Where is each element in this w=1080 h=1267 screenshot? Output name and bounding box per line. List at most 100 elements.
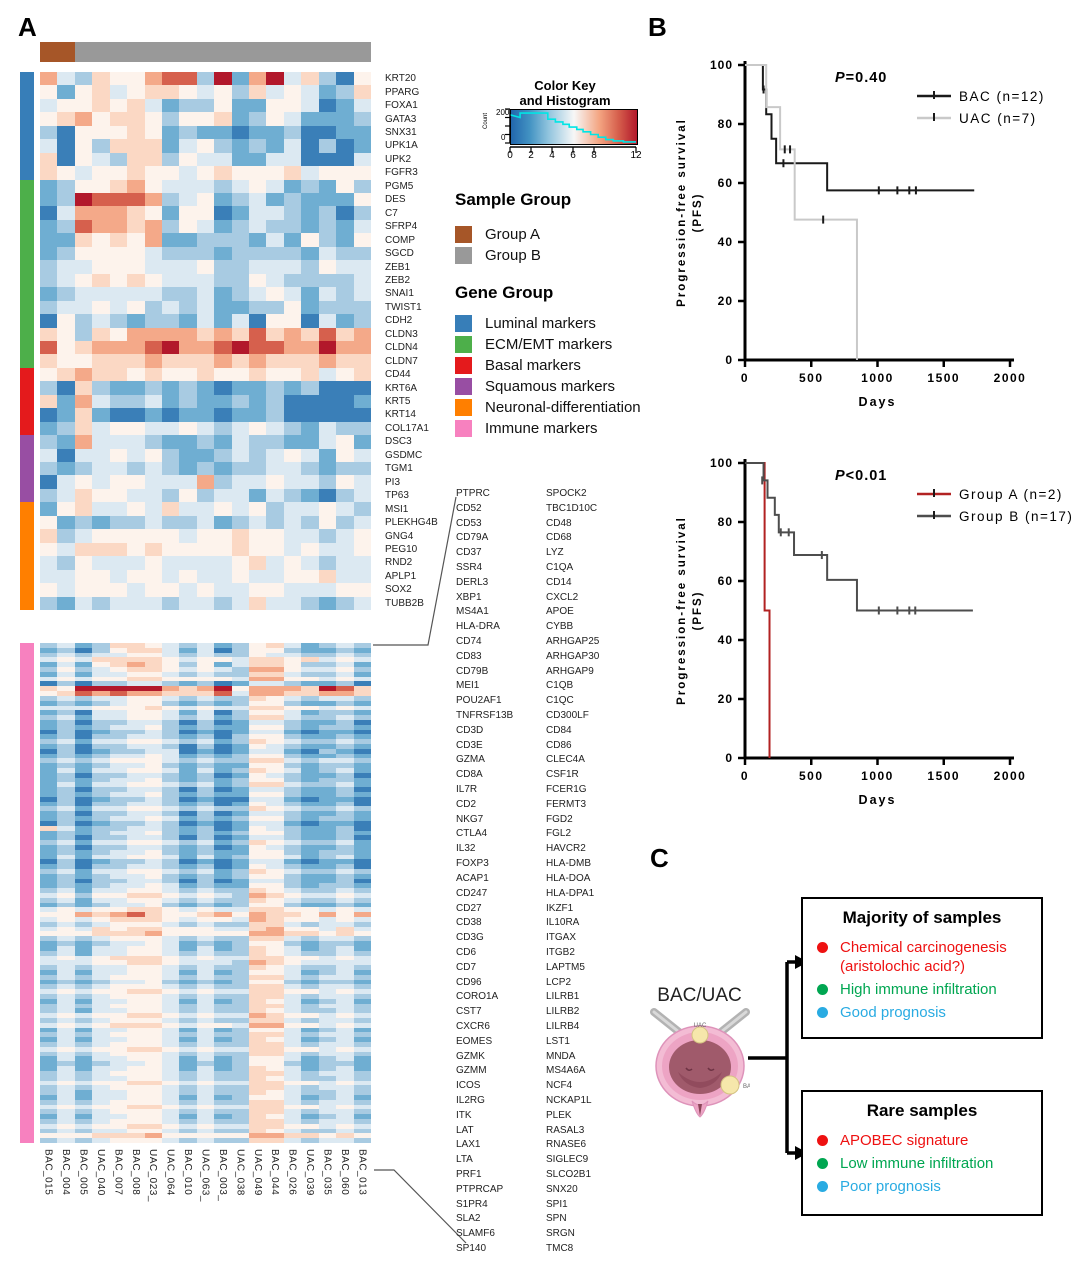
- heatmap-cell: [249, 98, 267, 113]
- heatmap-cell: [231, 1080, 250, 1086]
- heatmap-cell: [318, 1099, 337, 1105]
- heatmap-cell: [74, 1090, 93, 1095]
- immune-gene-right: HLA-DMB: [546, 858, 592, 870]
- svg-text:500: 500: [799, 371, 824, 385]
- heatmap-cell: [127, 854, 145, 860]
- heatmap-cell: [214, 435, 232, 449]
- heatmap-cell: [283, 1042, 302, 1047]
- sample-group-legend: Sample Group Group A Group B: [455, 190, 571, 268]
- heatmap-cell: [179, 394, 197, 409]
- heatmap-cell: [336, 166, 354, 180]
- heatmap-cell: [144, 844, 162, 850]
- heatmap-cell: [161, 816, 180, 821]
- finding-text: High immune infiltration: [840, 981, 997, 998]
- immune-list-row: FOXP3 HLA-DMB: [456, 858, 591, 869]
- svg-text:Days: Days: [859, 395, 897, 409]
- heatmap-cell: [214, 960, 232, 966]
- heatmap-cell: [196, 926, 215, 932]
- heatmap-cell: [336, 1032, 354, 1038]
- heatmap-cell: [214, 542, 232, 557]
- heatmap-cell: [353, 768, 371, 773]
- heatmap-cell: [127, 787, 145, 793]
- heatmap-cell: [127, 806, 145, 812]
- heatmap-cell: [301, 777, 319, 783]
- heatmap-cell: [144, 969, 162, 975]
- heatmap-cell: [301, 1104, 319, 1110]
- heatmap-cell: [196, 85, 215, 99]
- heatmap-cell: [266, 529, 284, 543]
- heatmap-cell: [109, 763, 128, 768]
- heatmap-cell: [353, 408, 371, 422]
- heatmap-cell: [74, 897, 93, 903]
- heatmap-cell: [109, 691, 128, 696]
- heatmap-cell: [301, 98, 319, 113]
- heatmap-cell: [92, 931, 110, 937]
- heatmap-cell: [92, 206, 110, 220]
- heatmap-cell: [196, 1003, 215, 1009]
- heatmap-cell: [266, 825, 284, 831]
- heatmap-cell: [74, 662, 93, 668]
- immune-gene-left: ACAP1: [456, 872, 489, 884]
- heatmap-cell: [231, 960, 250, 966]
- heatmap-cell: [144, 1042, 162, 1047]
- heatmap-cell: [283, 1128, 302, 1134]
- heatmap-cell: [109, 835, 128, 841]
- heatmap-cell: [144, 1123, 162, 1129]
- heatmap-cell: [74, 820, 93, 826]
- heatmap-cell: [301, 888, 319, 893]
- group-b-label: Group B: [485, 247, 541, 264]
- heatmap-cell: [249, 811, 267, 817]
- heatmap-cell: [301, 739, 319, 744]
- heatmap-cell: [57, 112, 75, 126]
- heatmap-cell: [283, 1109, 302, 1115]
- heatmap-cell: [249, 667, 267, 672]
- gene-label: KRT14: [385, 409, 416, 421]
- heatmap-cell: [336, 753, 354, 759]
- heatmap-cell: [144, 979, 162, 985]
- heatmap-cell: [231, 98, 250, 113]
- gene-group-segment: [20, 179, 34, 368]
- heatmap-cell: [57, 408, 75, 422]
- heatmap-cell: [214, 1118, 232, 1124]
- heatmap-cell: [283, 139, 302, 153]
- immune-list-row: CD96 LCP2: [456, 977, 571, 988]
- heatmap-cell: [57, 806, 75, 812]
- heatmap-cell: [266, 1070, 284, 1076]
- heatmap-cell: [179, 260, 197, 274]
- heatmap-cell: [214, 515, 232, 530]
- heatmap-cell: [57, 152, 75, 167]
- heatmap-cell: [196, 125, 215, 140]
- svg-text:1500: 1500: [927, 769, 960, 783]
- heatmap-cell: [214, 1022, 232, 1028]
- heatmap-cell: [161, 792, 180, 797]
- heatmap-cell: [179, 873, 197, 879]
- heatmap-cell: [249, 394, 267, 409]
- heatmap-cell: [214, 556, 232, 570]
- branch-arrows: [748, 955, 808, 1160]
- heatmap-cell: [283, 206, 302, 220]
- heatmap-cell: [266, 246, 284, 261]
- heatmap-cell: [231, 583, 250, 597]
- heatmap-cell: [353, 950, 371, 956]
- heatmap-cell: [301, 902, 319, 908]
- heatmap-cell: [109, 700, 128, 706]
- heatmap-cell: [266, 792, 284, 797]
- heatmap-cell: [161, 354, 180, 368]
- heatmap-cell: [74, 569, 93, 584]
- heatmap-cell: [318, 681, 337, 687]
- heatmap-cell: [179, 835, 197, 841]
- heatmap-cell: [179, 1008, 197, 1014]
- heatmap-cell: [283, 743, 302, 749]
- heatmap-cell: [214, 835, 232, 841]
- heatmap-cell: [109, 965, 128, 970]
- heatmap-cell: [214, 1056, 232, 1062]
- heatmap-cell: [74, 112, 93, 126]
- heatmap-cell: [161, 152, 180, 167]
- gene-label: CD44: [385, 369, 411, 381]
- heatmap-cell: [196, 1075, 215, 1081]
- heatmap-cell: [249, 820, 267, 826]
- immune-list-row: CD8A CSF1R: [456, 769, 579, 780]
- heatmap-cell: [161, 936, 180, 942]
- heatmap-cell: [92, 849, 110, 855]
- heatmap-cell: [161, 710, 180, 716]
